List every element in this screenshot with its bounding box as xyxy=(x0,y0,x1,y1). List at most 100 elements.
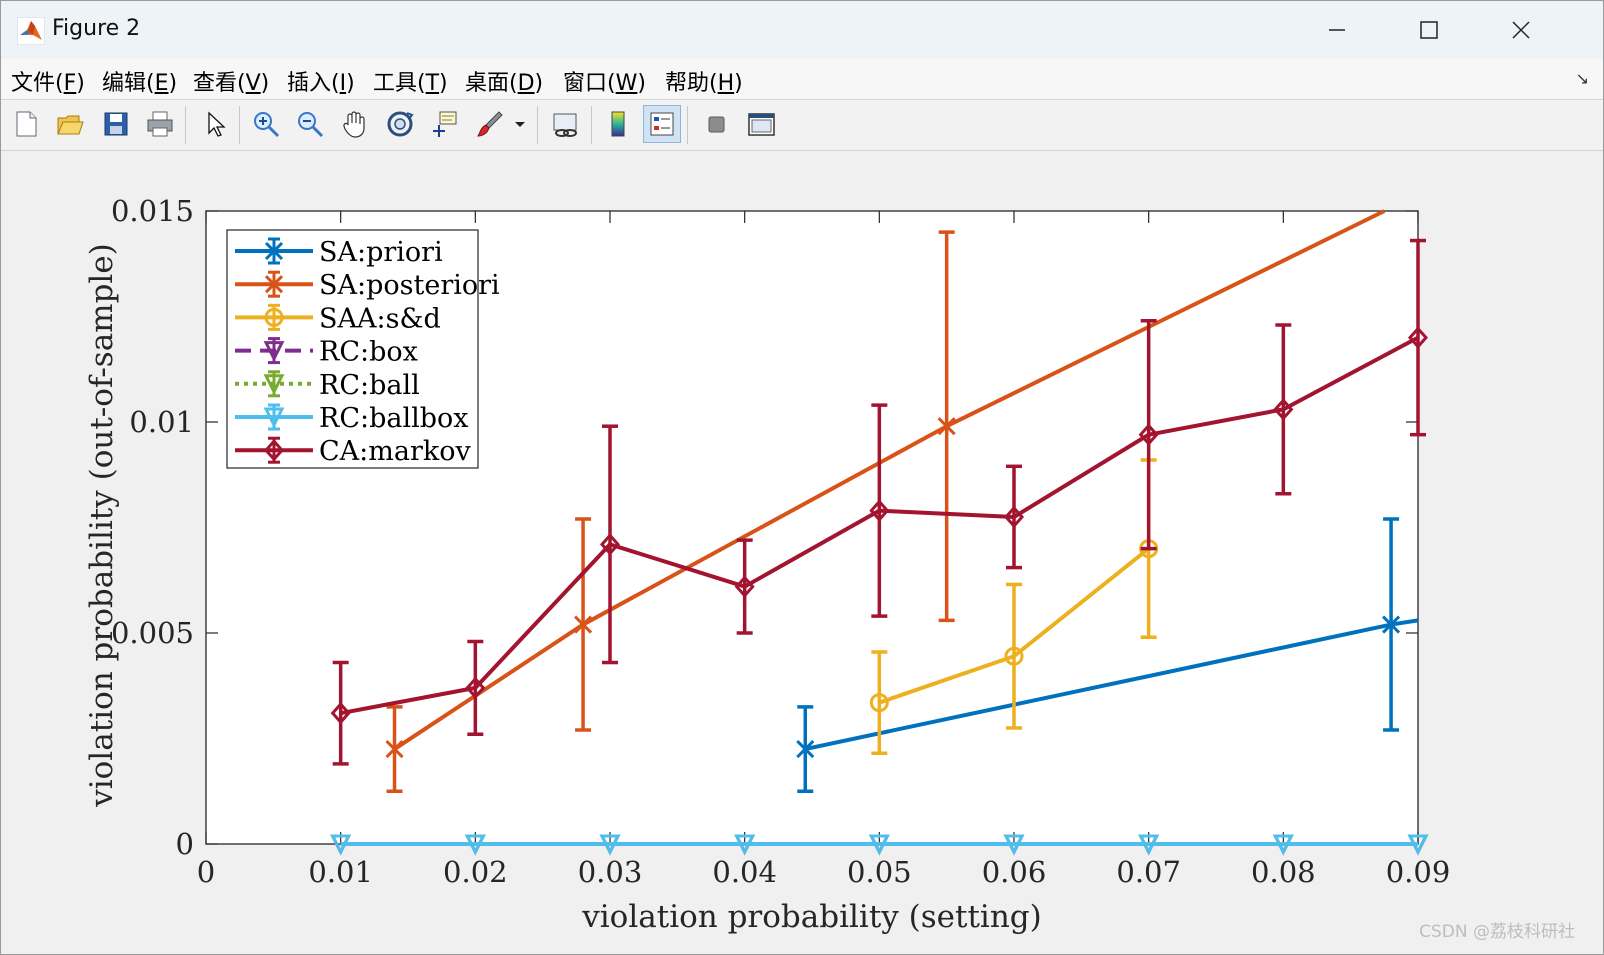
open-file-icon xyxy=(57,115,84,135)
data-point xyxy=(734,834,756,856)
data-point xyxy=(1407,834,1429,856)
show-plot-tools-button[interactable] xyxy=(742,105,780,143)
menu-desktop[interactable]: 桌面(D) xyxy=(465,71,544,96)
hide-plot-tools-icon xyxy=(708,116,725,133)
series-ca-markov xyxy=(330,238,1429,766)
select-arrow-icon xyxy=(208,111,226,137)
close-icon xyxy=(1512,21,1530,39)
menu-tools[interactable]: 工具(T) xyxy=(373,71,448,96)
minimize-icon xyxy=(1329,29,1345,31)
data-point xyxy=(465,676,486,700)
y-tick-label: 0.015 xyxy=(111,194,194,228)
data-point xyxy=(1138,834,1160,856)
x-tick-label: 0.07 xyxy=(1116,855,1181,889)
close-button[interactable] xyxy=(1475,1,1567,59)
legend-entry: RC:box xyxy=(319,337,418,368)
data-point xyxy=(599,533,621,556)
data-point xyxy=(1004,646,1024,666)
show-plot-tools-icon xyxy=(748,113,775,136)
legend-entry: SAA:s&d xyxy=(319,303,441,334)
legend-button[interactable] xyxy=(643,105,681,143)
data-cursor-icon xyxy=(433,111,457,137)
legend-marker xyxy=(263,341,285,362)
maximize-button[interactable] xyxy=(1383,1,1475,59)
rotate-3d-icon xyxy=(387,111,414,137)
x-tick-label: 0.03 xyxy=(578,855,643,889)
plot-area[interactable]: 0 0.01 0.02 0.03 0.04 0.05 0.06 0.07 0.08 0.09 0 0.… xyxy=(1,151,1603,954)
y-tick-label: 0.005 xyxy=(111,616,194,650)
data-point xyxy=(1138,423,1159,446)
brush-button[interactable] xyxy=(471,105,509,143)
x-tick-label: 0.06 xyxy=(982,855,1047,889)
data-point xyxy=(464,834,486,856)
menu-help[interactable]: 帮助(H) xyxy=(665,71,743,96)
x-tick-label: 0.08 xyxy=(1251,855,1316,889)
legend-marker xyxy=(264,307,284,327)
brush-dropdown-icon xyxy=(515,122,525,127)
data-point xyxy=(1273,398,1294,421)
save-icon xyxy=(104,112,128,136)
legend-entry: RC:ball xyxy=(319,370,420,401)
legend-marker xyxy=(263,438,285,462)
data-point xyxy=(1003,834,1025,856)
menu-window[interactable]: 窗口(W) xyxy=(563,71,646,96)
data-point xyxy=(734,575,755,598)
colorbar-icon xyxy=(611,111,625,137)
figure-canvas[interactable]: 0 0.01 0.02 0.03 0.04 0.05 0.06 0.07 0.08 0.09 0 0.… xyxy=(1,151,1603,954)
save-button[interactable] xyxy=(97,105,135,143)
toolbar-separator xyxy=(591,106,592,144)
matlab-logo-icon xyxy=(17,17,45,45)
zoom-out-icon xyxy=(298,112,324,138)
toolbar-separator xyxy=(239,106,240,144)
data-point xyxy=(330,701,351,725)
series-rc-ballbox xyxy=(330,834,1429,856)
colorbar-button[interactable] xyxy=(599,105,637,143)
figure-toolbar xyxy=(1,100,1603,151)
legend-entry: CA:markov xyxy=(319,436,471,467)
series-sa-priori xyxy=(796,517,1419,793)
menu-bar: 文件(F) 编辑(E) 查看(V) 插入(I) 工具(T) 桌面(D) 窗口(W… xyxy=(1,59,1603,100)
hide-plot-tools-button[interactable] xyxy=(697,105,735,143)
data-cursor-button[interactable] xyxy=(426,105,464,143)
menu-file[interactable]: 文件(F) xyxy=(11,71,85,96)
data-point xyxy=(869,499,890,522)
data-point xyxy=(1272,834,1294,856)
dock-arrow-icon[interactable]: ↘ xyxy=(1575,69,1589,88)
legend-entry: SA:posteriori xyxy=(319,270,500,301)
select-button[interactable] xyxy=(195,105,233,143)
menu-view[interactable]: 查看(V) xyxy=(193,71,270,96)
link-plot-button[interactable] xyxy=(546,105,584,143)
legend-entry: SA:priori xyxy=(319,237,443,268)
legend-marker xyxy=(263,407,285,429)
new-figure-icon xyxy=(16,111,37,137)
y-tick-label: 0.01 xyxy=(129,405,194,439)
series-sa-posteriori xyxy=(385,209,1386,793)
y-tick-label: 0 xyxy=(176,827,194,861)
new-figure-button[interactable] xyxy=(7,105,45,143)
legend-marker xyxy=(263,374,285,396)
legend-entry: RC:ballbox xyxy=(319,403,469,434)
print-button[interactable] xyxy=(141,105,179,143)
link-plot-icon xyxy=(553,113,577,137)
x-tick-label: 0.02 xyxy=(443,855,508,889)
x-tick-label: 0.04 xyxy=(712,855,777,889)
zoom-in-button[interactable] xyxy=(247,105,285,143)
minimize-button[interactable] xyxy=(1291,1,1383,59)
x-axis-label: violation probability (setting) xyxy=(581,899,1042,935)
menu-insert[interactable]: 插入(I) xyxy=(287,71,355,96)
x-tick-label: 0.09 xyxy=(1386,855,1451,889)
x-tick-label: 0 xyxy=(197,855,215,889)
data-point xyxy=(330,834,352,856)
brush-dropdown-button[interactable] xyxy=(509,105,531,143)
menu-edit[interactable]: 编辑(E) xyxy=(102,71,178,96)
maximize-icon xyxy=(1420,21,1438,39)
rotate-3d-button[interactable] xyxy=(381,105,419,143)
pan-hand-icon xyxy=(343,111,365,138)
pan-button[interactable] xyxy=(336,105,374,143)
x-tick-label: 0.05 xyxy=(847,855,912,889)
title-bar[interactable]: Figure 2 xyxy=(1,1,1603,59)
series-line xyxy=(393,209,1386,751)
zoom-out-button[interactable] xyxy=(291,105,329,143)
open-file-button[interactable] xyxy=(51,105,89,143)
